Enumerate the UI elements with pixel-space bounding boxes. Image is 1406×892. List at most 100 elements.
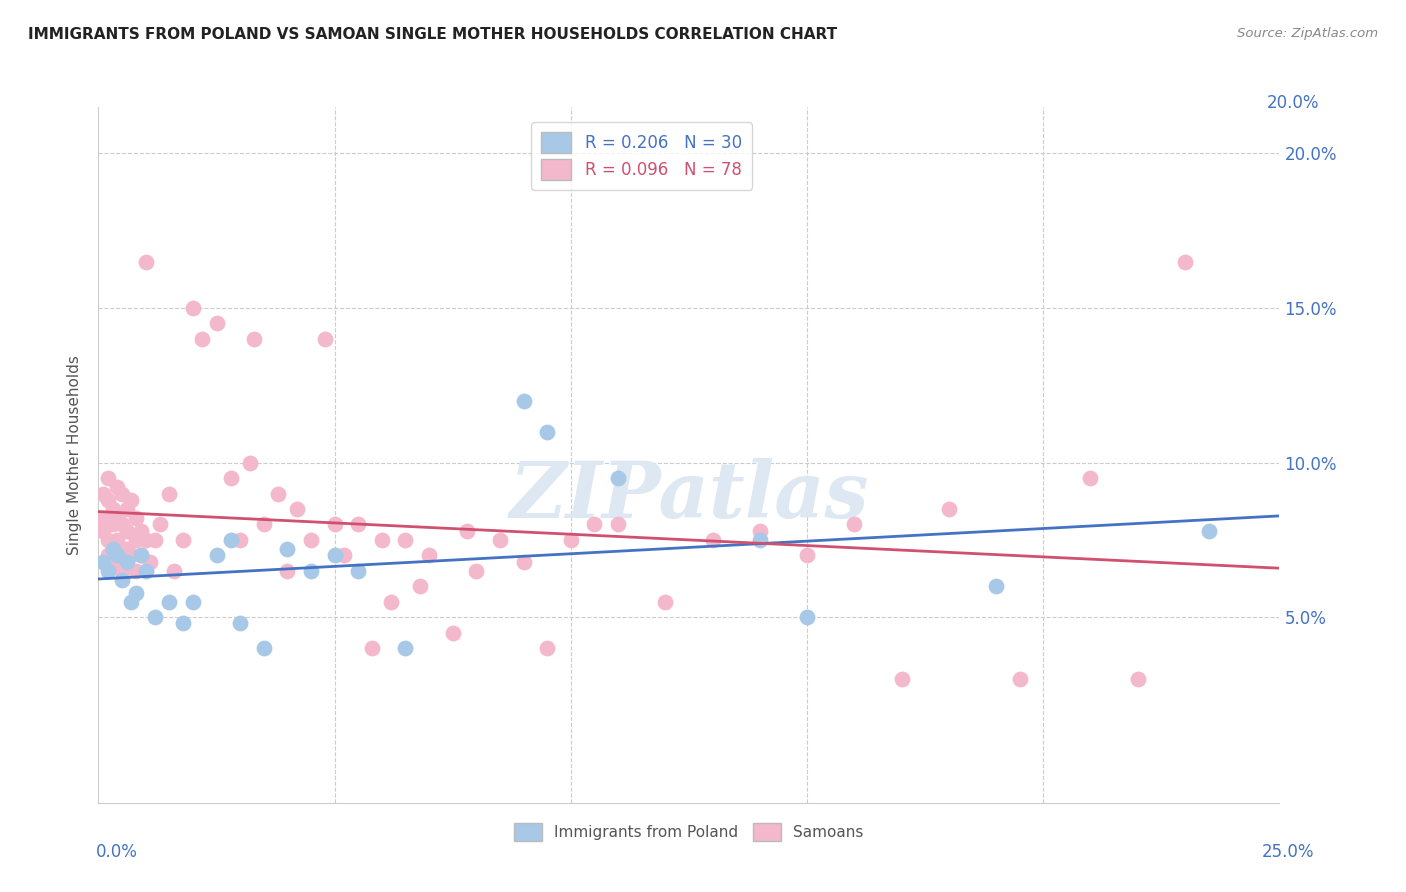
Point [512,393,534,408]
Point [91,511,114,525]
Point [105,480,128,494]
Point [105,533,128,547]
Point [536,641,558,656]
Point [1080,471,1102,485]
Point [91,555,114,569]
Point [465,564,488,578]
Point [101,517,124,532]
Point [984,579,1007,593]
Point [143,610,166,624]
Point [560,533,582,547]
Point [323,549,346,563]
Point [125,533,148,547]
Point [101,502,124,516]
Point [172,616,194,631]
Point [135,533,157,547]
Point [125,585,148,599]
Point [115,542,138,557]
Text: ZIPatlas: ZIPatlas [509,458,869,535]
Point [219,471,242,485]
Point [361,641,384,656]
Point [1174,254,1197,268]
Point [172,533,194,547]
Point [115,555,138,569]
Point [441,625,464,640]
Point [91,486,114,500]
Point [139,555,162,569]
Point [205,317,228,331]
Point [219,533,242,547]
Text: Source: ZipAtlas.com: Source: ZipAtlas.com [1237,27,1378,40]
Point [129,549,152,563]
Point [314,332,336,346]
Point [408,579,430,593]
Point [111,564,134,578]
Point [654,595,676,609]
Legend: Immigrants from Poland, Samoans: Immigrants from Poland, Samoans [508,816,870,847]
Point [702,533,724,547]
Point [191,332,214,346]
Point [129,549,152,563]
Point [1198,524,1220,538]
Point [135,254,157,268]
Point [149,517,172,532]
Point [796,610,818,624]
Point [1008,672,1031,686]
Point [938,502,960,516]
Point [890,672,912,686]
Point [371,533,394,547]
Point [111,486,134,500]
Point [239,456,262,470]
Point [380,595,402,609]
Point [276,542,298,557]
Point [394,533,416,547]
Point [125,511,148,525]
Point [285,502,308,516]
Point [276,564,298,578]
Point [129,524,152,538]
Point [135,564,157,578]
Text: IMMIGRANTS FROM POLAND VS SAMOAN SINGLE MOTHER HOUSEHOLDS CORRELATION CHART: IMMIGRANTS FROM POLAND VS SAMOAN SINGLE … [28,27,837,42]
Point [253,641,276,656]
Point [205,549,228,563]
Point [97,564,120,578]
Point [97,492,120,507]
Point [512,555,534,569]
Point [97,549,120,563]
Point [607,517,630,532]
Point [253,517,276,532]
Point [121,595,143,609]
Point [115,524,138,538]
Point [125,564,148,578]
Text: 0.0%: 0.0% [96,843,138,861]
Point [1126,672,1149,686]
Point [101,542,124,557]
Point [229,616,252,631]
Point [163,564,186,578]
Point [394,641,416,656]
Point [157,486,180,500]
Point [121,549,143,563]
Point [105,511,128,525]
Point [456,524,478,538]
Text: 25.0%: 25.0% [1263,843,1315,861]
Point [299,564,322,578]
Point [157,595,180,609]
Point [299,533,322,547]
Point [143,533,166,547]
Y-axis label: Single Mother Households: Single Mother Households [67,355,83,555]
Point [101,542,124,557]
Point [97,533,120,547]
Point [418,549,440,563]
Point [796,549,818,563]
Point [347,517,370,532]
Point [105,549,128,563]
Point [844,517,866,532]
Point [748,524,770,538]
Point [121,492,143,507]
Point [115,502,138,516]
Point [243,332,266,346]
Point [181,595,204,609]
Point [105,555,128,569]
Point [536,425,558,439]
